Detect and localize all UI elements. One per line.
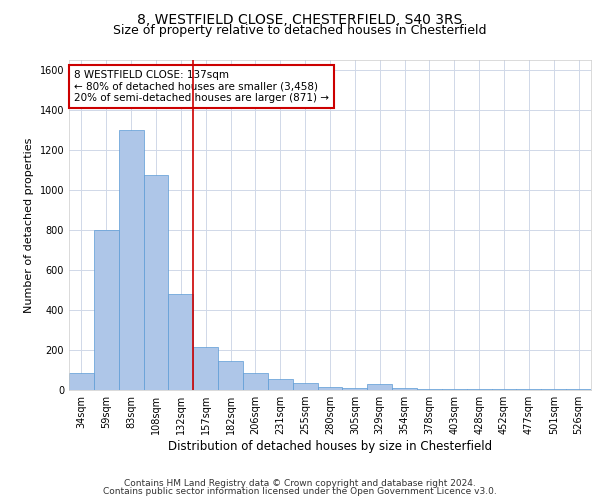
Bar: [517, 389, 541, 390]
Bar: [367, 384, 392, 390]
Text: 8 WESTFIELD CLOSE: 137sqm
← 80% of detached houses are smaller (3,458)
20% of se: 8 WESTFIELD CLOSE: 137sqm ← 80% of detac…: [74, 70, 329, 103]
Bar: [491, 389, 517, 390]
Bar: [442, 389, 467, 390]
Bar: [268, 379, 293, 390]
Bar: [566, 389, 591, 390]
Bar: [293, 383, 317, 390]
Bar: [243, 373, 268, 390]
Bar: [169, 294, 193, 390]
Bar: [467, 389, 491, 390]
Bar: [119, 130, 143, 390]
Bar: [143, 175, 169, 390]
Bar: [94, 230, 119, 390]
Bar: [392, 388, 417, 390]
Y-axis label: Number of detached properties: Number of detached properties: [24, 138, 34, 312]
Bar: [541, 389, 566, 390]
Bar: [69, 373, 94, 390]
Bar: [218, 361, 243, 390]
Text: Size of property relative to detached houses in Chesterfield: Size of property relative to detached ho…: [113, 24, 487, 37]
Text: Contains public sector information licensed under the Open Government Licence v3: Contains public sector information licen…: [103, 487, 497, 496]
Bar: [417, 389, 442, 390]
Bar: [317, 387, 343, 390]
Text: 8, WESTFIELD CLOSE, CHESTERFIELD, S40 3RS: 8, WESTFIELD CLOSE, CHESTERFIELD, S40 3R…: [137, 12, 463, 26]
Text: Contains HM Land Registry data © Crown copyright and database right 2024.: Contains HM Land Registry data © Crown c…: [124, 478, 476, 488]
Bar: [343, 388, 367, 390]
X-axis label: Distribution of detached houses by size in Chesterfield: Distribution of detached houses by size …: [168, 440, 492, 453]
Bar: [193, 347, 218, 390]
